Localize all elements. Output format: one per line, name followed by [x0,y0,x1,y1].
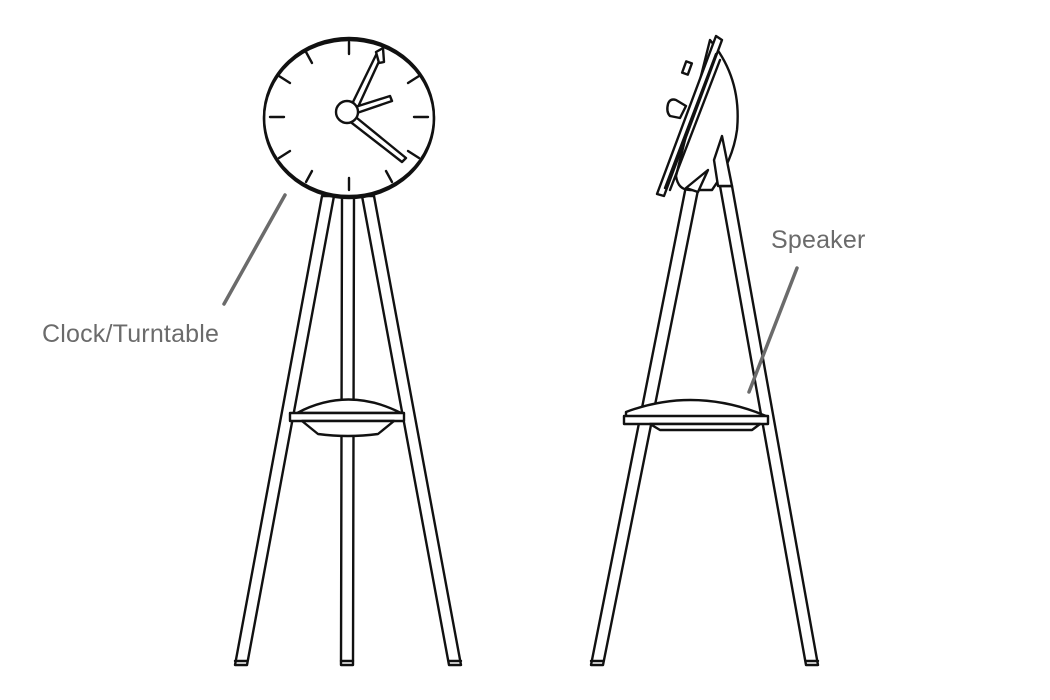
clock-turntable-label: Clock/Turntable [42,320,220,348]
speaker-leader-line [747,266,799,394]
clock-leader-line [222,193,287,306]
side-legs [589,184,820,667]
clock-face-edge [655,34,724,198]
clock-face [262,36,436,200]
front-view [233,36,463,667]
tonearm-knob [666,98,688,120]
front-speaker-shelf [288,398,406,438]
clock-center-hub [334,99,360,125]
side-speaker-shelf [622,398,770,432]
side-view [589,34,820,667]
clock-side-profile [655,34,739,198]
speaker-label: Speaker [771,226,866,254]
